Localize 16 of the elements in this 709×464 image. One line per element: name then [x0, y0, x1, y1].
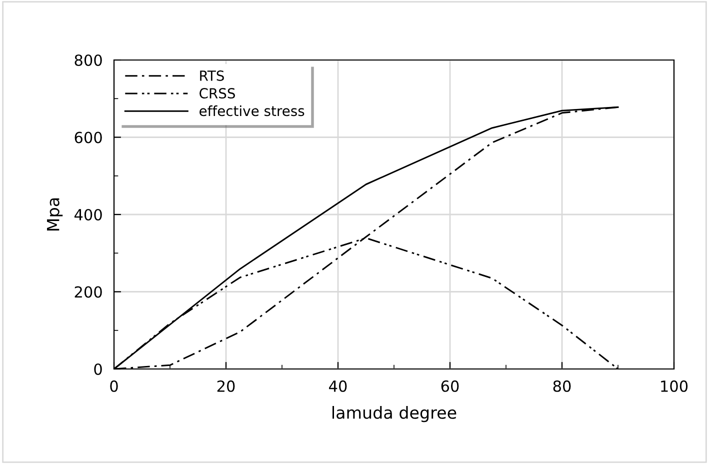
x-axis-title: lamuda degree [332, 406, 456, 422]
x-tick-label: 0 [110, 380, 118, 392]
y-tick-label: 0 [94, 363, 102, 376]
y-tick-label: 200 [74, 286, 102, 298]
y-tick-label: 600 [74, 132, 102, 144]
legend-label: RTS [200, 70, 224, 81]
y-axis-title: Mpa [47, 198, 63, 230]
y-tick-label: 800 [74, 54, 102, 66]
y-tick-label: 400 [74, 208, 102, 221]
x-tick-label: 80 [553, 380, 571, 392]
x-tick-label: 100 [661, 380, 688, 392]
x-tick-label: 20 [217, 380, 235, 392]
legend-label: effective stress [200, 105, 304, 116]
x-tick-label: 60 [441, 380, 459, 392]
x-tick-label: 40 [329, 380, 347, 392]
legend-label: CRSS [200, 88, 235, 99]
